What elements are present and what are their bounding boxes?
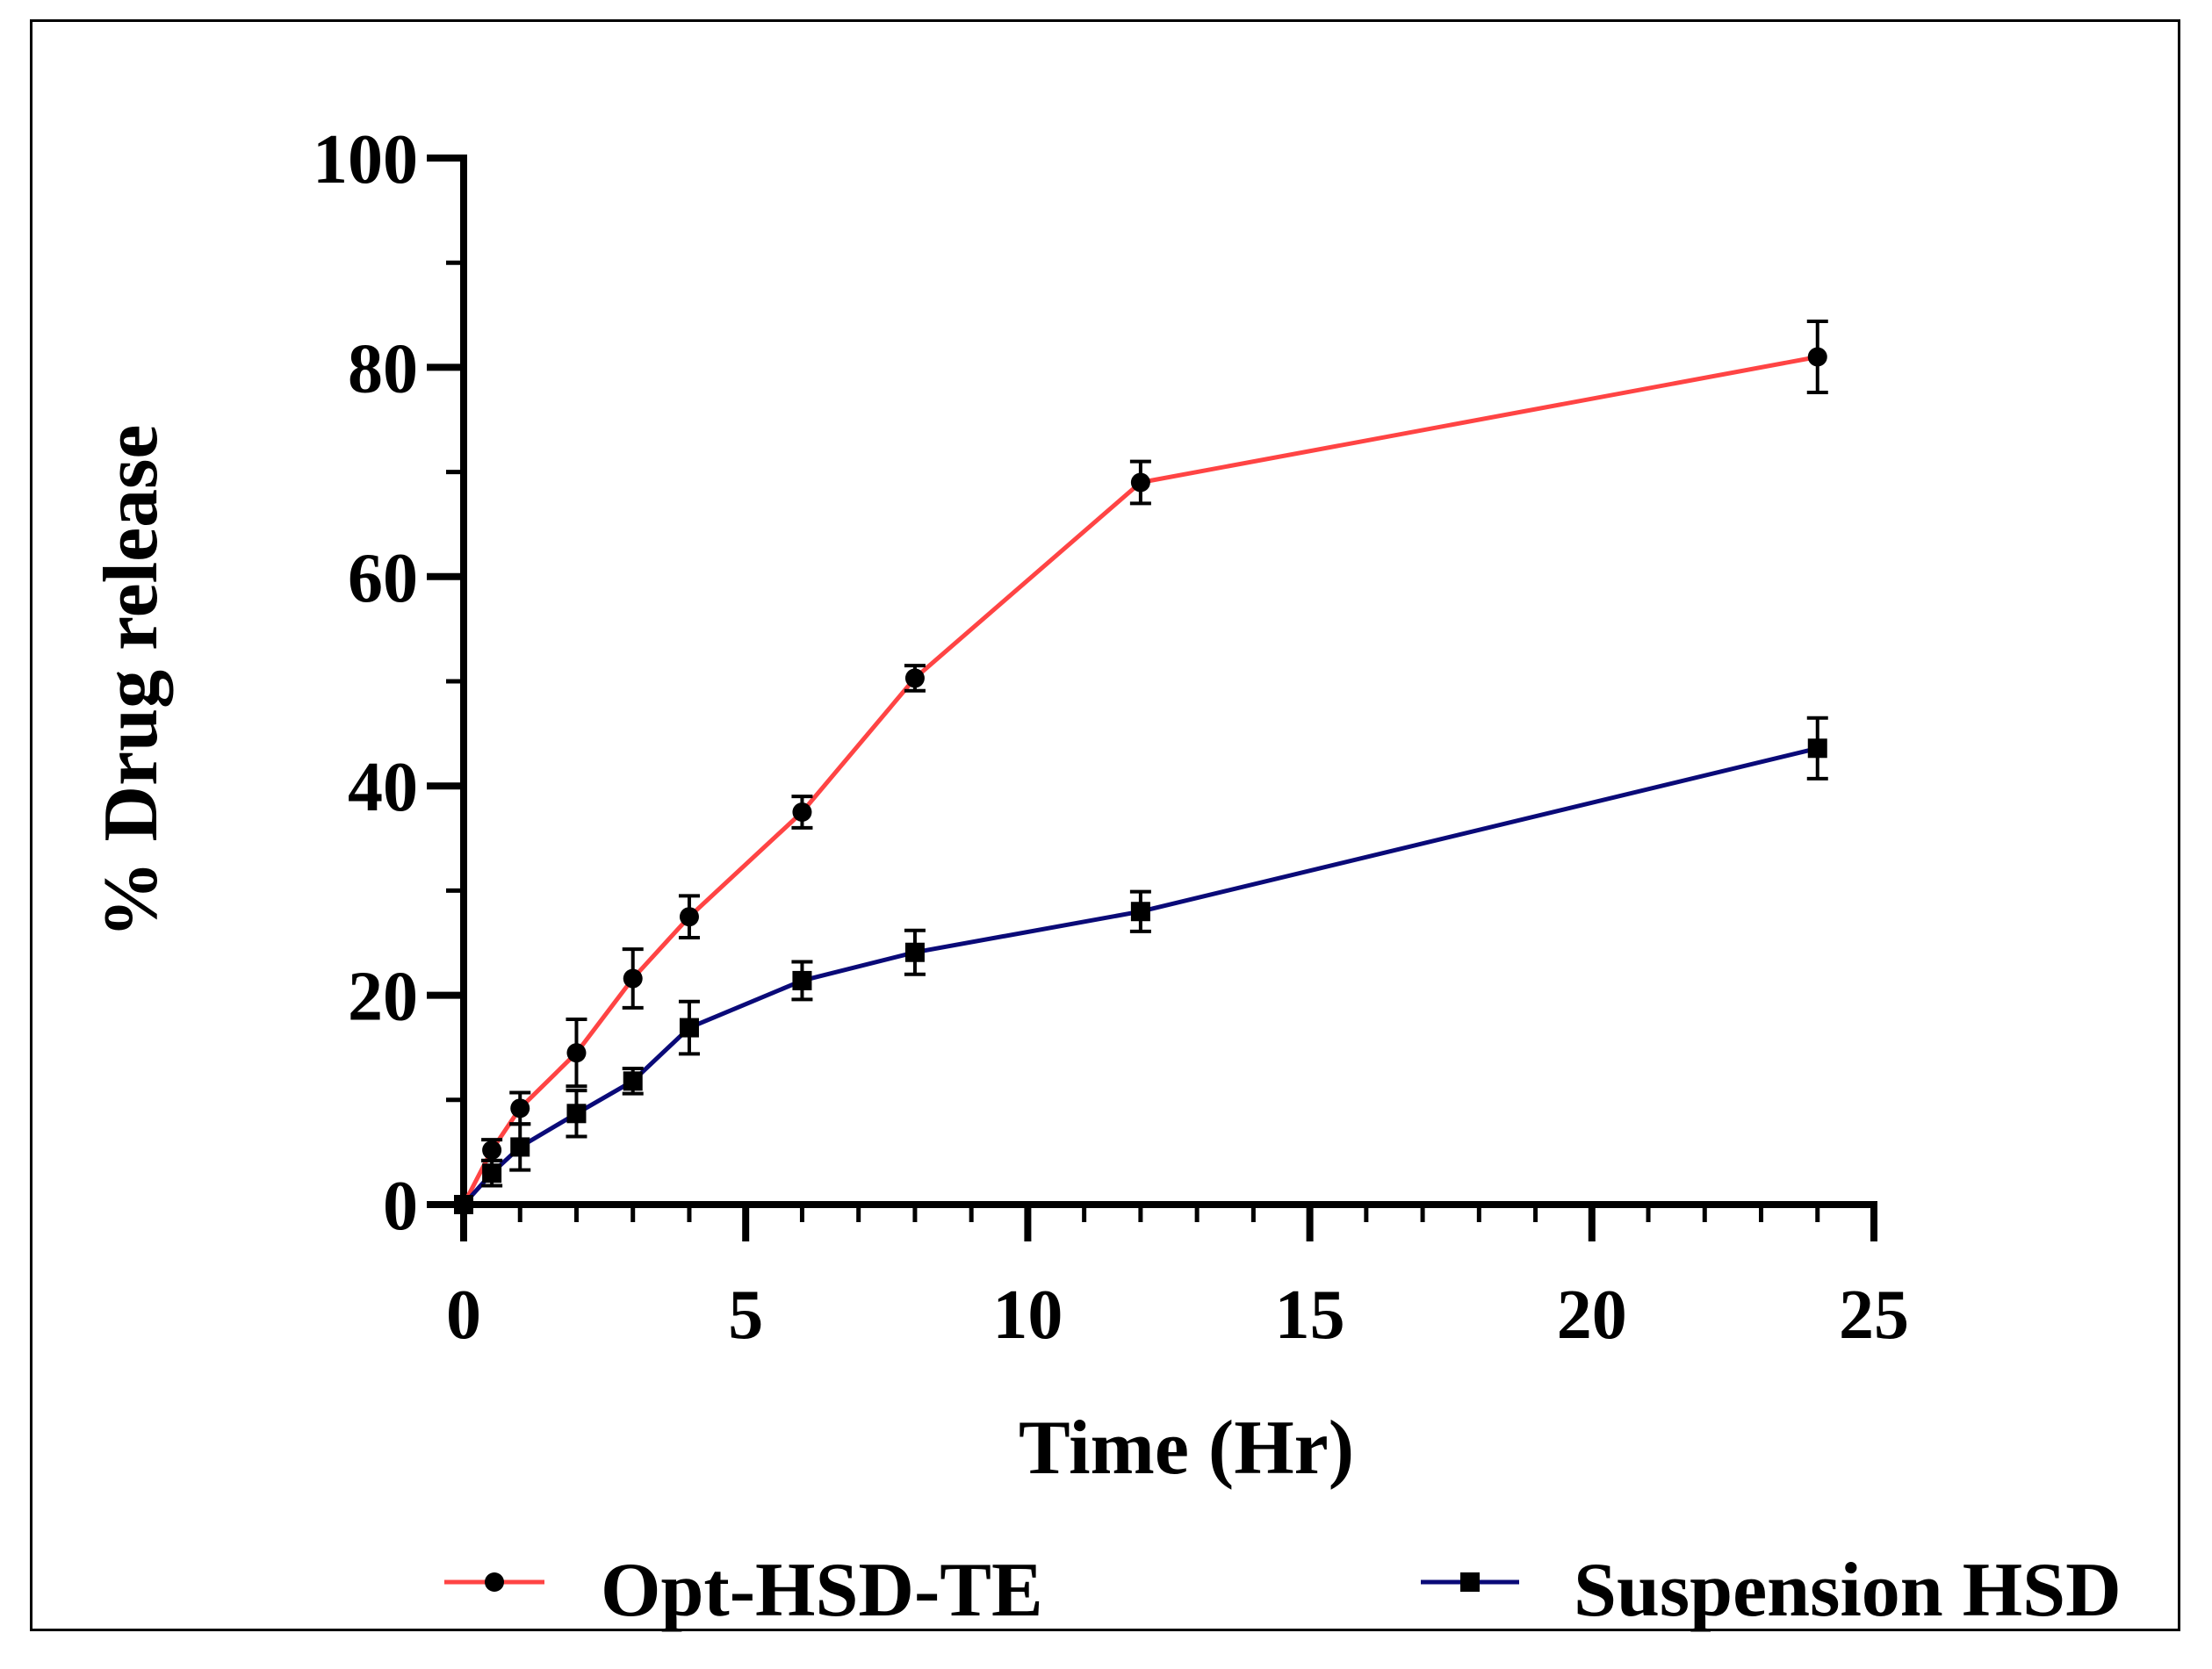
data-point	[904, 668, 925, 688]
series-suspension-hsd	[454, 716, 1828, 1214]
data-point	[510, 1098, 530, 1119]
legend: Opt-HSD-TE Suspension HSD	[444, 1548, 2122, 1633]
legend-label-opt-hsd-te: Opt-HSD-TE	[601, 1548, 1043, 1633]
y-axis-title: % Drug release	[89, 425, 174, 939]
series-line-suspension-hsd	[462, 745, 1819, 1206]
data-point	[679, 1018, 699, 1038]
x-tick-label: 5	[728, 1277, 763, 1354]
x-tick-label: 10	[992, 1277, 1063, 1354]
y-tick-label: 100	[313, 121, 418, 198]
data-point	[904, 942, 925, 962]
legend-label-suspension-hsd: Suspension HSD	[1574, 1548, 2122, 1633]
legend-marker-suspension-hsd	[1460, 1572, 1480, 1592]
data-point	[1130, 472, 1150, 493]
x-tick-label: 25	[1839, 1277, 1909, 1354]
x-axis-title: Time (Hr)	[1019, 1406, 1354, 1491]
data-point	[623, 1071, 643, 1091]
data-point	[1130, 902, 1150, 922]
data-point	[482, 1140, 502, 1161]
data-point	[1807, 347, 1827, 367]
data-point	[482, 1163, 502, 1183]
series-opt-hsd-te	[454, 319, 1828, 1214]
data-point	[454, 1195, 473, 1214]
data-point	[566, 1043, 587, 1063]
y-tick-label: 40	[348, 749, 418, 826]
data-point	[792, 802, 812, 822]
legend-marker-opt-hsd-te	[485, 1572, 504, 1592]
y-tick-label: 20	[348, 959, 418, 1036]
axes: 0 5 10 15 20 25 0 20 40 60 80 100	[313, 121, 1909, 1354]
data-point	[1807, 738, 1827, 759]
data-point	[792, 970, 812, 990]
data-point	[679, 907, 699, 927]
plot-area	[454, 319, 1828, 1214]
data-point	[510, 1137, 530, 1157]
legend-item-suspension-hsd: Suspension HSD	[1421, 1548, 2122, 1633]
data-point	[623, 968, 643, 989]
series-line-opt-hsd-te	[461, 355, 1819, 1206]
data-point	[566, 1104, 587, 1124]
x-tick-label: 15	[1275, 1277, 1345, 1354]
x-tick-label: 0	[446, 1277, 481, 1354]
y-tick-label: 60	[348, 540, 418, 617]
y-tick-label: 0	[383, 1168, 418, 1245]
x-tick-label: 20	[1557, 1277, 1627, 1354]
figure-frame	[30, 19, 2180, 1631]
legend-item-opt-hsd-te: Opt-HSD-TE	[444, 1548, 1043, 1633]
y-tick-label: 80	[348, 330, 418, 407]
